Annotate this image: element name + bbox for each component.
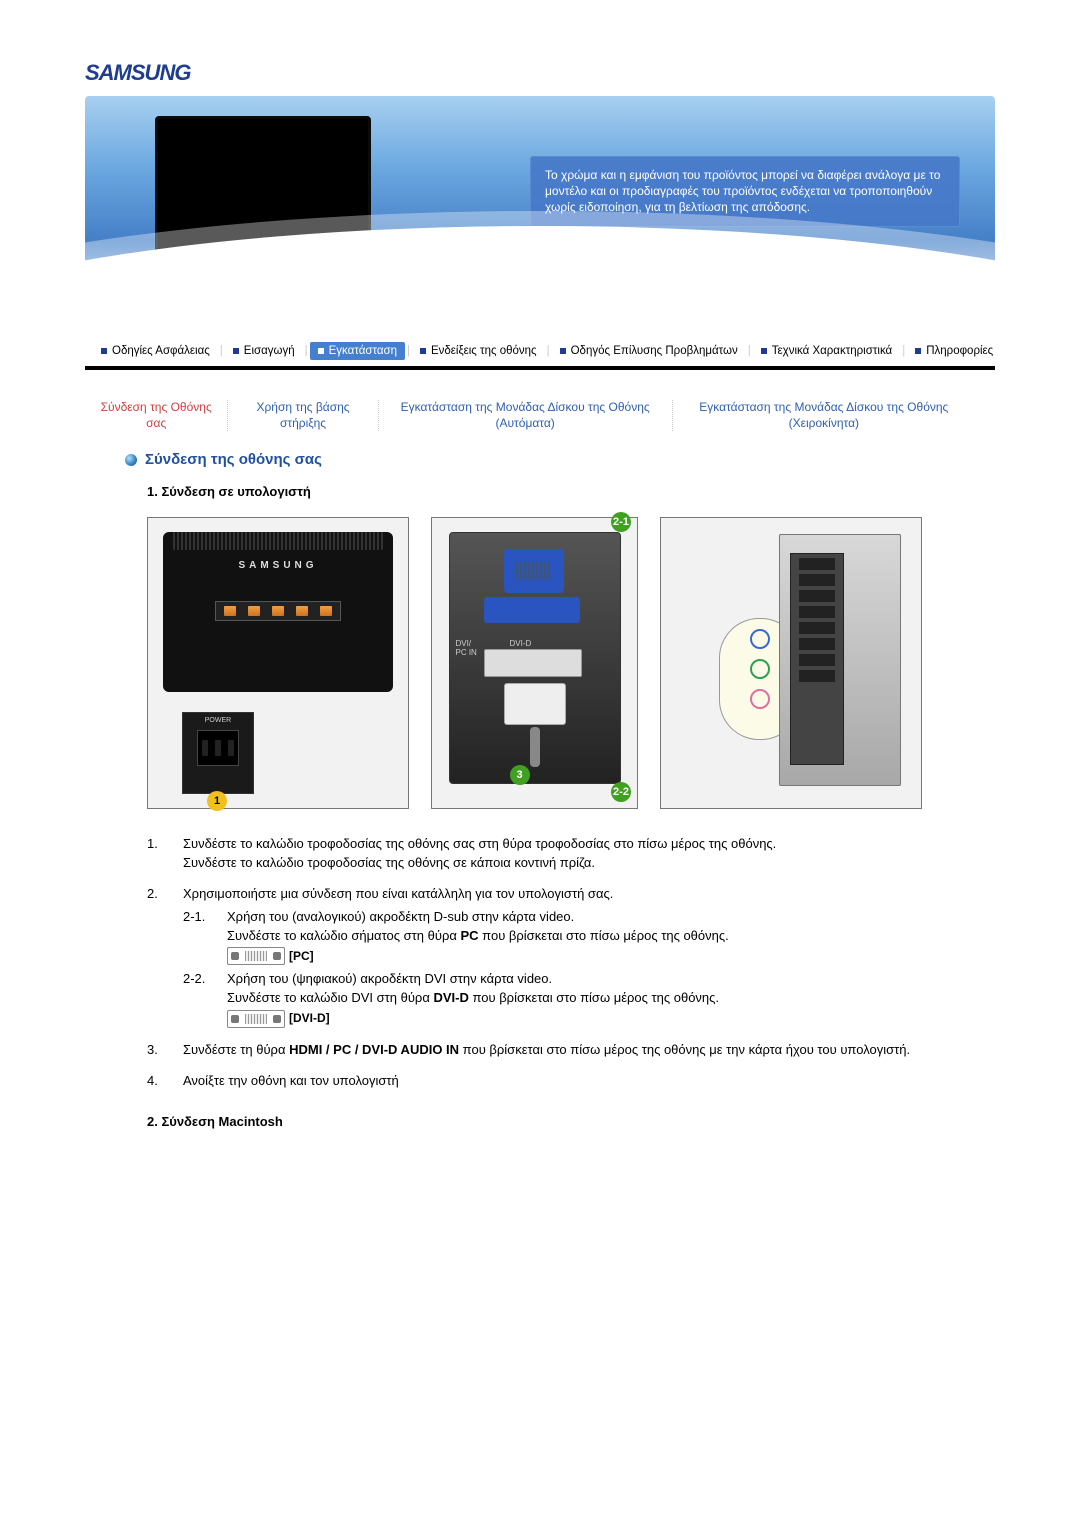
instruction-number: 2. bbox=[147, 885, 183, 1029]
samsung-logo: SAMSUNG bbox=[85, 60, 995, 86]
instruction-number: 3. bbox=[147, 1041, 183, 1060]
connection-diagram: SAMSUNG POWER 1 2-1 DVI/ PC IN DVI-D bbox=[147, 517, 955, 809]
nav-safety[interactable]: Οδηγίες Ασφάλειας bbox=[93, 342, 218, 360]
badge-1: 1 bbox=[207, 791, 227, 811]
instruction-number: 1. bbox=[147, 835, 183, 873]
sub-navbar: Σύνδεση της Οθόνης σας Χρήση της βάσης σ… bbox=[85, 370, 995, 451]
instruction-body: Συνδέστε το καλώδιο τροφοδοσίας της οθόν… bbox=[183, 835, 955, 873]
dvi-slot-icon bbox=[484, 649, 582, 677]
subnav-stand[interactable]: Χρήση της βάσης στήριξης bbox=[227, 400, 377, 431]
hero-banner: Το χρώμα και η εμφάνιση του προϊόντος μπ… bbox=[85, 96, 995, 336]
subtitle-2: 2. Σύνδεση Macintosh bbox=[147, 1114, 955, 1129]
logo-text: SAMSUNG bbox=[85, 60, 190, 85]
vga-slot-icon bbox=[484, 597, 580, 623]
instruction-item: 3.Συνδέστε τη θύρα HDMI / PC / DVI-D AUD… bbox=[147, 1041, 955, 1060]
diagram-ports-panel: 2-1 DVI/ PC IN DVI-D 3 2-2 bbox=[431, 517, 638, 809]
subnav-driver-auto[interactable]: Εγκατάσταση της Μονάδας Δίσκου της Οθόνη… bbox=[378, 400, 672, 431]
instruction-number: 4. bbox=[147, 1072, 183, 1091]
dvi-plug-icon bbox=[504, 683, 566, 725]
nav-troubleshoot[interactable]: Οδηγός Επίλυσης Προβλημάτων bbox=[552, 342, 746, 360]
diagram-pc-tower bbox=[660, 517, 922, 809]
vga-plug-icon bbox=[504, 549, 564, 593]
badge-2-2: 2-2 bbox=[611, 782, 631, 802]
nav-info[interactable]: Πληροφορίες bbox=[907, 342, 1001, 360]
connector-tag: [DVI-D] bbox=[227, 1010, 330, 1028]
nav-specs[interactable]: Τεχνικά Χαρακτηριστικά bbox=[753, 342, 900, 360]
nav-intro[interactable]: Εισαγωγή bbox=[225, 342, 303, 360]
subnav-connect[interactable]: Σύνδεση της Οθόνης σας bbox=[85, 400, 227, 431]
instruction-body: Συνδέστε τη θύρα HDMI / PC / DVI-D AUDIO… bbox=[183, 1041, 955, 1060]
instruction-subitem: 2-2.Χρήση του (ψηφιακού) ακροδέκτη DVI σ… bbox=[183, 970, 955, 1029]
instructions-list: 1.Συνδέστε το καλώδιο τροφοδοσίας της οθ… bbox=[147, 835, 955, 1090]
connector-icon bbox=[227, 947, 285, 965]
subtitle-1: 1. Σύνδεση σε υπολογιστή bbox=[147, 484, 955, 499]
instruction-item: 2.Χρησιμοποιήστε μια σύνδεση που είναι κ… bbox=[147, 885, 955, 1029]
power-connector: POWER 1 bbox=[182, 712, 254, 794]
instruction-item: 4.Ανοίξτε την οθόνη και τον υπολογιστή bbox=[147, 1072, 955, 1091]
instruction-subitem: 2-1.Χρήση του (αναλογικού) ακροδέκτη D-s… bbox=[183, 908, 955, 967]
instruction-body: Ανοίξτε την οθόνη και τον υπολογιστή bbox=[183, 1072, 955, 1091]
instruction-body: Χρησιμοποιήστε μια σύνδεση που είναι κατ… bbox=[183, 885, 955, 1029]
instruction-item: 1.Συνδέστε το καλώδιο τροφοδοσίας της οθ… bbox=[147, 835, 955, 873]
subnav-driver-manual[interactable]: Εγκατάσταση της Μονάδας Δίσκου της Οθόνη… bbox=[672, 400, 975, 431]
connector-icon bbox=[227, 1010, 285, 1028]
bullet-icon bbox=[125, 454, 137, 466]
badge-3: 3 bbox=[510, 765, 530, 785]
section-title: Σύνδεση της οθόνης σας bbox=[125, 451, 955, 468]
connector-tag: [PC] bbox=[227, 947, 314, 965]
audio-cable-icon bbox=[530, 727, 540, 767]
main-navbar: Οδηγίες Ασφάλειας | Εισαγωγή | Εγκατάστα… bbox=[85, 336, 995, 370]
nav-osd[interactable]: Ενδείξεις της οθόνης bbox=[412, 342, 545, 360]
nav-install[interactable]: Εγκατάσταση bbox=[310, 342, 405, 360]
diagram-monitor-back: SAMSUNG POWER 1 bbox=[147, 517, 409, 809]
badge-2-1: 2-1 bbox=[611, 512, 631, 532]
